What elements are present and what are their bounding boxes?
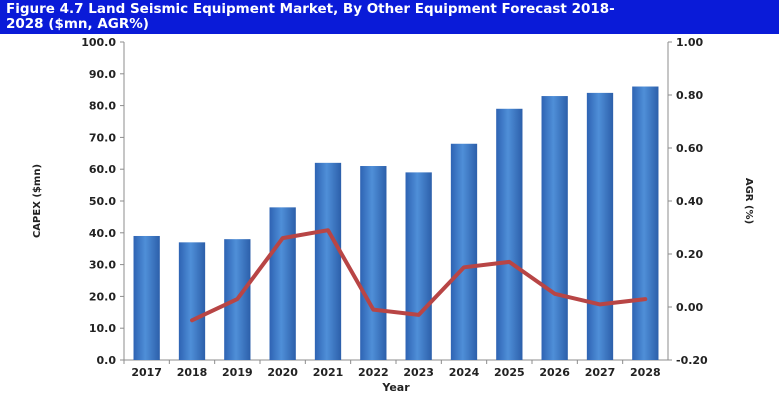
bar <box>541 96 568 360</box>
left-axis-tick-label: 40.0 <box>89 227 116 240</box>
x-axis-tick-label: 2023 <box>403 366 434 379</box>
left-axis-tick-label: 30.0 <box>89 259 116 272</box>
right-axis-tick-label: 0.80 <box>676 89 703 102</box>
x-axis-title: Year <box>381 381 410 394</box>
x-axis-tick-label: 2024 <box>449 366 480 379</box>
agr-line <box>190 228 648 323</box>
x-axis-tick-label: 2017 <box>131 366 162 379</box>
figure-title: Figure 4.7 Land Seismic Equipment Market… <box>6 1 615 32</box>
x-axis-tick-label: 2026 <box>539 366 570 379</box>
x-axis-tick-label: 2021 <box>313 366 344 379</box>
x-axis-tick-label: 2019 <box>222 366 253 379</box>
left-axis-tick-label: 70.0 <box>89 131 116 144</box>
left-axis-tick-label: 20.0 <box>89 290 116 303</box>
x-axis-tick-label: 2018 <box>177 366 208 379</box>
bar <box>450 143 478 360</box>
right-axis-tick-label: 0.20 <box>676 248 703 261</box>
bar <box>496 108 523 360</box>
bar <box>586 92 614 360</box>
right-axis-tick-label: 0.00 <box>676 301 703 314</box>
x-axis-tick-label: 2027 <box>585 366 616 379</box>
bar <box>360 166 387 360</box>
bar <box>405 172 432 360</box>
bar <box>269 207 296 360</box>
chart: 0.0 10.0 20.0 30.0 40.0 50.0 60.0 70.0 80.0 90.0 1… <box>32 36 754 394</box>
right-axis-tick-label: 0.40 <box>676 195 703 208</box>
left-axis-tick-label: 90.0 <box>89 68 116 81</box>
x-axis-tick-label: 2028 <box>630 366 661 379</box>
x-axis-tick-label: 2025 <box>494 366 525 379</box>
right-axis-tick-label: 1.00 <box>676 36 703 49</box>
right-axis-tick-label: 0.60 <box>676 142 703 155</box>
left-axis-tick-label: 80.0 <box>89 100 116 113</box>
figure-header: Figure 4.7 Land Seismic Equipment Market… <box>0 0 779 34</box>
left-axis-tick-label: 60.0 <box>89 163 116 176</box>
left-axis-title: CAPEX ($mn) <box>32 164 43 238</box>
left-axis-tick-label: 50.0 <box>89 195 116 208</box>
x-axis-tick-label: 2020 <box>267 366 298 379</box>
bar <box>178 242 206 360</box>
left-axis-tick-label: 100.0 <box>81 36 116 49</box>
left-axis-tick-label: 0.0 <box>97 354 117 367</box>
right-axis-tick-label: -0.20 <box>676 354 708 367</box>
right-axis-title: AGR (%) <box>743 178 754 224</box>
x-axis-tick-label: 2022 <box>358 366 389 379</box>
bar <box>133 235 160 360</box>
bar <box>314 162 342 360</box>
left-axis-tick-label: 10.0 <box>89 322 116 335</box>
bar <box>632 86 659 360</box>
